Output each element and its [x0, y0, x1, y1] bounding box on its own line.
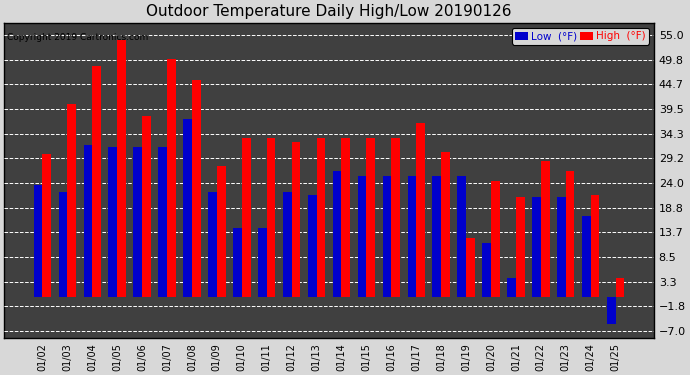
- Bar: [333, 171, 342, 297]
- Bar: [342, 138, 351, 297]
- Bar: [482, 243, 491, 297]
- Bar: [441, 152, 450, 297]
- Bar: [317, 138, 325, 297]
- Bar: [516, 197, 524, 297]
- Bar: [83, 145, 92, 297]
- Bar: [283, 192, 292, 297]
- Bar: [68, 104, 76, 297]
- Bar: [217, 166, 226, 297]
- Bar: [258, 228, 267, 297]
- Bar: [108, 147, 117, 297]
- Bar: [308, 195, 317, 297]
- Bar: [507, 278, 516, 297]
- Bar: [366, 138, 375, 297]
- Bar: [433, 176, 441, 297]
- Bar: [357, 176, 366, 297]
- Bar: [233, 228, 242, 297]
- Bar: [391, 138, 400, 297]
- Bar: [566, 171, 575, 297]
- Bar: [382, 176, 391, 297]
- Bar: [466, 238, 475, 297]
- Bar: [208, 192, 217, 297]
- Bar: [615, 278, 624, 297]
- Bar: [192, 80, 201, 297]
- Bar: [557, 197, 566, 297]
- Legend: Low  (°F), High  (°F): Low (°F), High (°F): [512, 28, 649, 45]
- Bar: [133, 147, 142, 297]
- Bar: [184, 118, 192, 297]
- Bar: [408, 176, 416, 297]
- Bar: [167, 59, 176, 297]
- Text: Copyright 2019 Cartronics.com: Copyright 2019 Cartronics.com: [8, 33, 148, 42]
- Bar: [457, 176, 466, 297]
- Bar: [59, 192, 68, 297]
- Bar: [42, 154, 51, 297]
- Bar: [491, 180, 500, 297]
- Title: Outdoor Temperature Daily High/Low 20190126: Outdoor Temperature Daily High/Low 20190…: [146, 4, 512, 19]
- Bar: [416, 123, 425, 297]
- Bar: [34, 185, 42, 297]
- Bar: [582, 216, 591, 297]
- Bar: [532, 197, 541, 297]
- Bar: [607, 297, 615, 324]
- Bar: [117, 40, 126, 297]
- Bar: [591, 195, 600, 297]
- Bar: [142, 116, 151, 297]
- Bar: [292, 142, 300, 297]
- Bar: [267, 138, 275, 297]
- Bar: [541, 162, 549, 297]
- Bar: [241, 138, 250, 297]
- Bar: [158, 147, 167, 297]
- Bar: [92, 66, 101, 297]
